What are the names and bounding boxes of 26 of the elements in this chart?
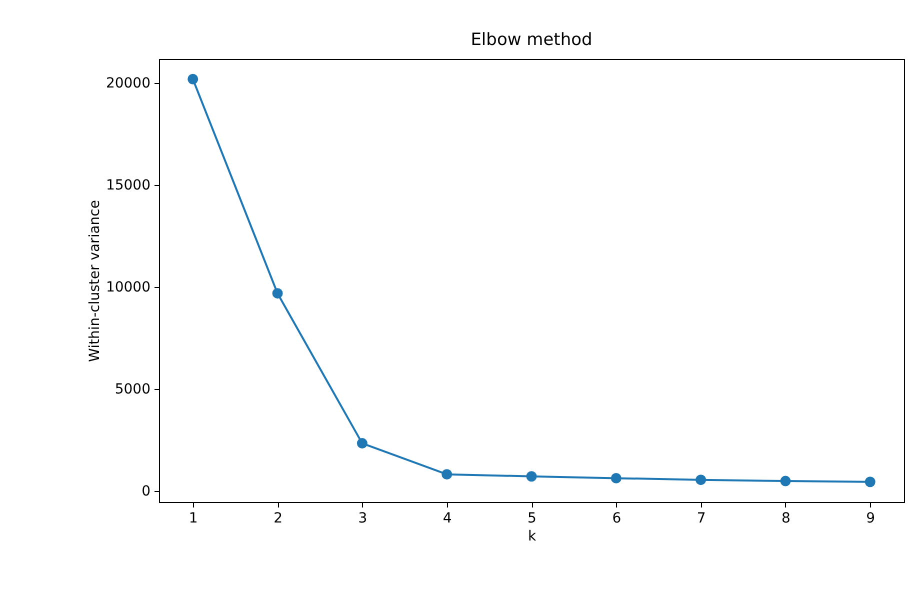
point [442,469,452,480]
y-tick-label: 15000 [106,178,150,194]
x-tick-label: 3 [358,510,368,526]
point [610,472,622,484]
x-tick-label: 5 [528,510,536,526]
x-tick-label: 7 [696,510,706,526]
point [356,438,368,449]
point [696,474,706,486]
x-axis-title: k [528,528,537,544]
y-tick-label: 20000 [106,76,150,92]
x-tick-label: 1 [188,510,198,526]
y-tick-label: 5000 [114,382,150,398]
point [526,471,537,482]
x-tick-label: 2 [274,510,282,526]
point [272,288,283,299]
x-tick-label: 6 [612,510,622,526]
point [188,74,198,84]
x-tick-label: 8 [782,510,790,526]
y-tick-label: 0 [142,484,150,500]
point [864,476,876,488]
chart-title: Elbow method [470,30,592,50]
y-tick-label: 10000 [106,280,150,296]
x-tick-label: 9 [866,510,876,526]
y-axis-title: Within-cluster variance [86,200,103,362]
x-tick-label: 4 [442,510,452,526]
point [780,476,791,486]
